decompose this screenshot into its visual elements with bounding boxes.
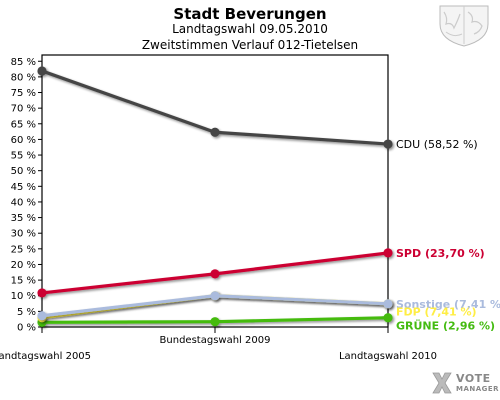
data-point <box>210 127 220 137</box>
x-tick-label: Bundestagswahl 2009 <box>160 335 271 346</box>
data-point <box>37 288 47 298</box>
vote-manager-watermark: VOTE MANAGER <box>430 369 500 397</box>
data-point <box>210 317 220 327</box>
series-sonstige <box>37 291 393 321</box>
data-point <box>383 313 393 323</box>
y-tick-label: 5 % <box>17 307 36 318</box>
x-tick-label: Landtagswahl 2005 <box>0 351 91 362</box>
y-tick-label: 25 % <box>11 244 36 255</box>
y-tick-label: 65 % <box>11 119 36 130</box>
y-tick-label: 50 % <box>11 166 36 177</box>
series-end-label: FDP (7,41 %) <box>396 305 477 318</box>
watermark-manager-text: MANAGER <box>456 385 500 393</box>
series-end-label: CDU (58,52 %) <box>396 138 478 151</box>
series-end-label: GRÜNE (2,96 %) <box>396 319 495 333</box>
plot-area <box>41 54 389 328</box>
coat-of-arms-icon <box>434 4 494 52</box>
y-tick-label: 80 % <box>11 72 36 83</box>
y-tick-label: 40 % <box>11 197 36 208</box>
series-end-label: Sonstige (7,41 %) <box>396 298 500 311</box>
y-tick-label: 30 % <box>11 229 36 240</box>
y-tick-label: 75 % <box>11 88 36 99</box>
y-tick-label: 20 % <box>11 260 36 271</box>
chart-subtitle-election: Landtagswahl 09.05.2010 <box>172 22 328 36</box>
y-tick-label: 45 % <box>11 182 36 193</box>
x-tick-label: Landtagswahl 2010 <box>339 351 437 362</box>
data-point <box>37 66 47 76</box>
chart-subtitle-district: Zweitstimmen Verlauf 012-Tietelsen <box>141 38 359 52</box>
series-layer <box>37 66 393 327</box>
y-tick-label: 15 % <box>11 276 36 287</box>
y-tick-label: 60 % <box>11 135 36 146</box>
data-point <box>210 269 220 279</box>
data-point <box>383 248 393 258</box>
y-tick-label: 55 % <box>11 151 36 162</box>
data-point <box>383 299 393 309</box>
y-axis: 0 % 5 % 10 % 15 % 20 % 25 % 30 % 35 % 40 % 45 % 50… <box>11 57 42 334</box>
y-tick-label: 85 % <box>11 57 36 68</box>
chart-title: Stadt Beverungen <box>173 5 327 23</box>
y-tick-label: 70 % <box>11 104 36 115</box>
y-tick-label: 35 % <box>11 213 36 224</box>
vote-x-icon <box>432 372 452 394</box>
data-point <box>383 139 393 149</box>
y-tick-label: 0 % <box>17 323 36 334</box>
series-end-label: SPD (23,70 %) <box>396 247 485 260</box>
series-cdu <box>37 66 393 149</box>
watermark-vote-text: VOTE <box>456 372 491 385</box>
data-point <box>37 311 47 321</box>
data-point <box>210 291 220 301</box>
x-axis: Landtagswahl 2005 Bundestagswahl 2009 Land… <box>0 327 437 362</box>
series-labels: CDU (58,52 %) SPD (23,70 %) Sonstige (7,41… <box>396 138 500 333</box>
series-spd <box>37 248 393 298</box>
y-tick-label: 10 % <box>11 291 36 302</box>
